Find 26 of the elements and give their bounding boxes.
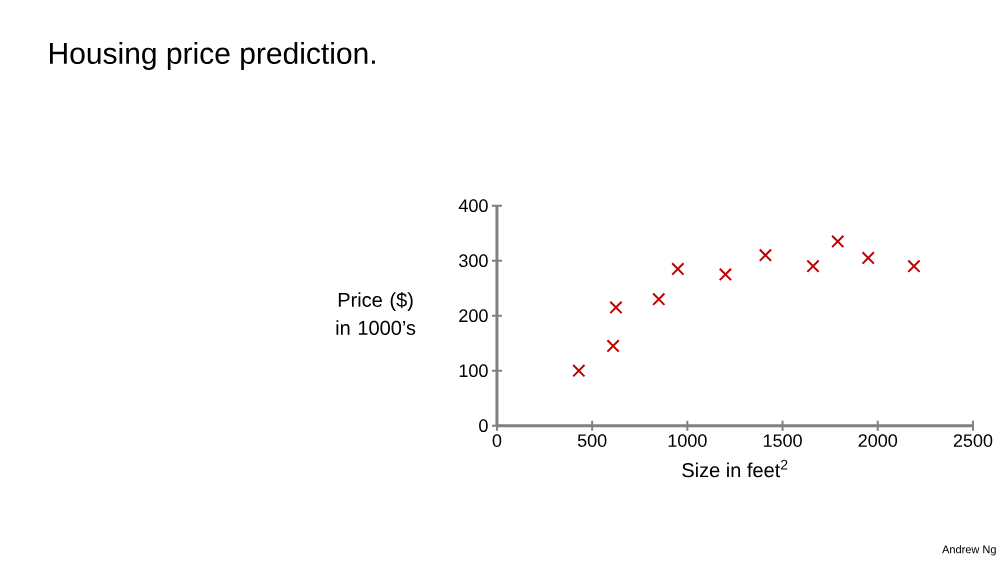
point (609, 300, 623, 315)
x-tick-label: 500 (577, 434, 607, 447)
x-tick-label: 0 (492, 434, 502, 447)
point (758, 248, 773, 262)
y-tick-label: 200 (459, 309, 488, 323)
text: Housing price prediction. (50, 42, 375, 70)
point (718, 267, 733, 282)
x-tick-label: 2000 (858, 434, 898, 447)
y-tick-label: 300 (459, 254, 488, 268)
point (652, 292, 666, 306)
y-tick-label: 100 (459, 364, 488, 378)
point (572, 364, 586, 378)
point (861, 251, 875, 265)
y-tick-label: 400 (458, 199, 488, 213)
x-tick-label: 1500 (763, 434, 802, 447)
point (606, 339, 620, 353)
x-axis-title: Size in feet$^{2}$ (682, 459, 788, 478)
text: Andrew Ng (942, 545, 996, 556)
point (907, 259, 921, 273)
x-tick-label: 1000 (668, 434, 707, 447)
y-tick-label: 0 (479, 419, 488, 433)
x-tick-label: 2500 (953, 434, 993, 447)
point (806, 259, 820, 273)
point (831, 234, 845, 249)
y-axis-title: Price ($) in 1000’s (336, 291, 416, 335)
point (671, 262, 685, 276)
